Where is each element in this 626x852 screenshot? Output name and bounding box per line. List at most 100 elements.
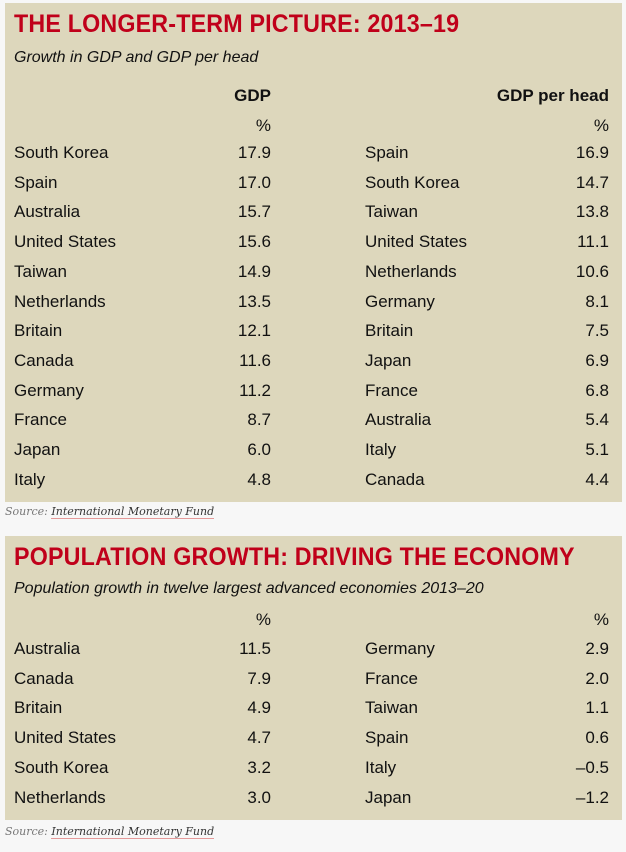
table-row: Germany 11.2 France 6.8 (5, 379, 622, 403)
growth-value: 3.2 (247, 757, 271, 777)
growth-value: 6.9 (585, 350, 609, 370)
growth-value: 7.9 (247, 668, 271, 688)
growth-value: 11.1 (577, 232, 609, 252)
table-row: United States 15.6 United States 11.1 (5, 230, 622, 254)
growth-value: 8.1 (585, 291, 609, 311)
country-name: United States (365, 232, 468, 252)
unit-label: % (593, 610, 609, 629)
unit-label: % (593, 116, 609, 135)
growth-value: 2.9 (585, 639, 609, 658)
source-link[interactable]: International Monetary Fund (51, 825, 215, 839)
country-name: Taiwan (14, 261, 67, 281)
country-name: United States (14, 232, 117, 252)
gdp-header: GDP (234, 86, 271, 105)
country-name: Spain (365, 143, 409, 162)
country-name: Britain (365, 321, 414, 341)
table-row: France 8.7 Australia 5.4 (5, 408, 622, 432)
country-name: Britain (14, 321, 63, 341)
growth-value: 11.5 (239, 639, 271, 658)
growth-value: 12.1 (237, 321, 271, 341)
table-row: Canada 11.6 Japan 6.9 (5, 349, 622, 373)
table-row: South Korea 17.9 Spain 16.9 (5, 141, 622, 165)
source-label: Source: (5, 825, 48, 838)
table-row: Japan 6.0 Italy 5.1 (5, 438, 622, 462)
country-name: Canada (14, 668, 74, 688)
country-name: South Korea (14, 757, 109, 777)
country-name: Netherlands (14, 291, 106, 311)
country-name: Italy (365, 440, 397, 459)
growth-value: 5.4 (585, 410, 609, 430)
table-row: Italy 4.8 Canada 4.4 (5, 468, 622, 492)
population-growth-table: POPULATION GROWTH: DRIVING THE ECONOMY P… (5, 536, 622, 820)
country-name: Italy (14, 469, 46, 489)
table-row: Canada 7.9 France 2.0 (5, 667, 622, 691)
country-name: Taiwan (365, 698, 418, 718)
country-name: Germany (365, 291, 435, 311)
table-row: Netherlands 3.0 Japan –1.2 (5, 786, 622, 810)
unit-label: % (255, 610, 271, 629)
country-name: Spain (365, 728, 409, 748)
table-row: Netherlands 13.5 Germany 8.1 (5, 290, 622, 314)
table-subtitle: Population growth in twelve largest adva… (14, 580, 484, 597)
country-name: Netherlands (14, 787, 106, 807)
growth-value: 13.8 (575, 202, 609, 222)
growth-value: 2.0 (585, 668, 609, 688)
growth-value: 5.1 (585, 440, 609, 459)
country-name: Italy (365, 757, 397, 777)
table-row: Britain 4.9 Taiwan 1.1 (5, 696, 622, 720)
table-subtitle: Growth in GDP and GDP per head (14, 49, 259, 66)
growth-value: 13.5 (237, 291, 271, 311)
country-name: Canada (365, 469, 425, 489)
country-name: Spain (14, 172, 58, 192)
growth-value: 7.5 (585, 321, 609, 341)
country-name: South Korea (14, 143, 109, 162)
growth-value: 15.7 (237, 202, 271, 222)
growth-value: –0.5 (575, 757, 609, 777)
growth-value: 6.0 (247, 440, 271, 459)
source-link[interactable]: International Monetary Fund (51, 505, 215, 519)
table-row: Taiwan 14.9 Netherlands 10.6 (5, 260, 622, 284)
growth-value: 3.0 (247, 787, 271, 807)
growth-value: 16.9 (575, 143, 609, 162)
table-title: POPULATION GROWTH: DRIVING THE ECONOMY (14, 543, 575, 571)
growth-value: 11.6 (239, 350, 271, 370)
growth-value: 14.9 (237, 261, 271, 281)
growth-value: 6.8 (585, 380, 609, 400)
growth-value: 1.1 (585, 698, 609, 718)
table-title: THE LONGER-TERM PICTURE: 2013–19 (14, 10, 460, 38)
table-row: Britain 12.1 Britain 7.5 (5, 319, 622, 343)
unit-label: % (255, 116, 271, 135)
country-name: Netherlands (365, 261, 457, 281)
country-name: Japan (365, 350, 412, 370)
source-note: Source: International Monetary Fund (5, 825, 215, 839)
country-name: France (14, 410, 67, 430)
table-row: United States 4.7 Spain 0.6 (5, 726, 622, 750)
gdp-per-head-header: GDP per head (496, 86, 609, 105)
growth-value: 4.8 (247, 469, 271, 489)
source-note: Source: International Monetary Fund (5, 505, 215, 519)
country-name: United States (14, 728, 117, 748)
country-name: Germany (14, 380, 84, 400)
country-name: France (365, 668, 418, 688)
country-name: Australia (365, 410, 432, 430)
country-name: Germany (365, 639, 435, 658)
country-name: South Korea (365, 172, 460, 192)
growth-value: 11.2 (239, 380, 271, 400)
country-name: France (365, 380, 418, 400)
gdp-growth-table: THE LONGER-TERM PICTURE: 2013–19 Growth … (5, 3, 622, 502)
growth-value: 4.4 (585, 469, 609, 489)
table-row: Spain 17.0 South Korea 14.7 (5, 171, 622, 195)
source-label: Source: (5, 505, 48, 518)
growth-value: 10.6 (575, 261, 609, 281)
country-name: Australia (14, 202, 81, 222)
growth-value: 4.9 (247, 698, 271, 718)
growth-value: 15.6 (237, 232, 271, 252)
growth-value: 17.9 (237, 143, 271, 162)
country-name: Japan (14, 440, 61, 459)
growth-value: 17.0 (237, 172, 271, 192)
country-name: Taiwan (365, 202, 418, 222)
unit-row: % % (5, 114, 622, 138)
country-name: Canada (14, 350, 74, 370)
country-name: Australia (14, 639, 81, 658)
growth-value: 8.7 (247, 410, 271, 430)
